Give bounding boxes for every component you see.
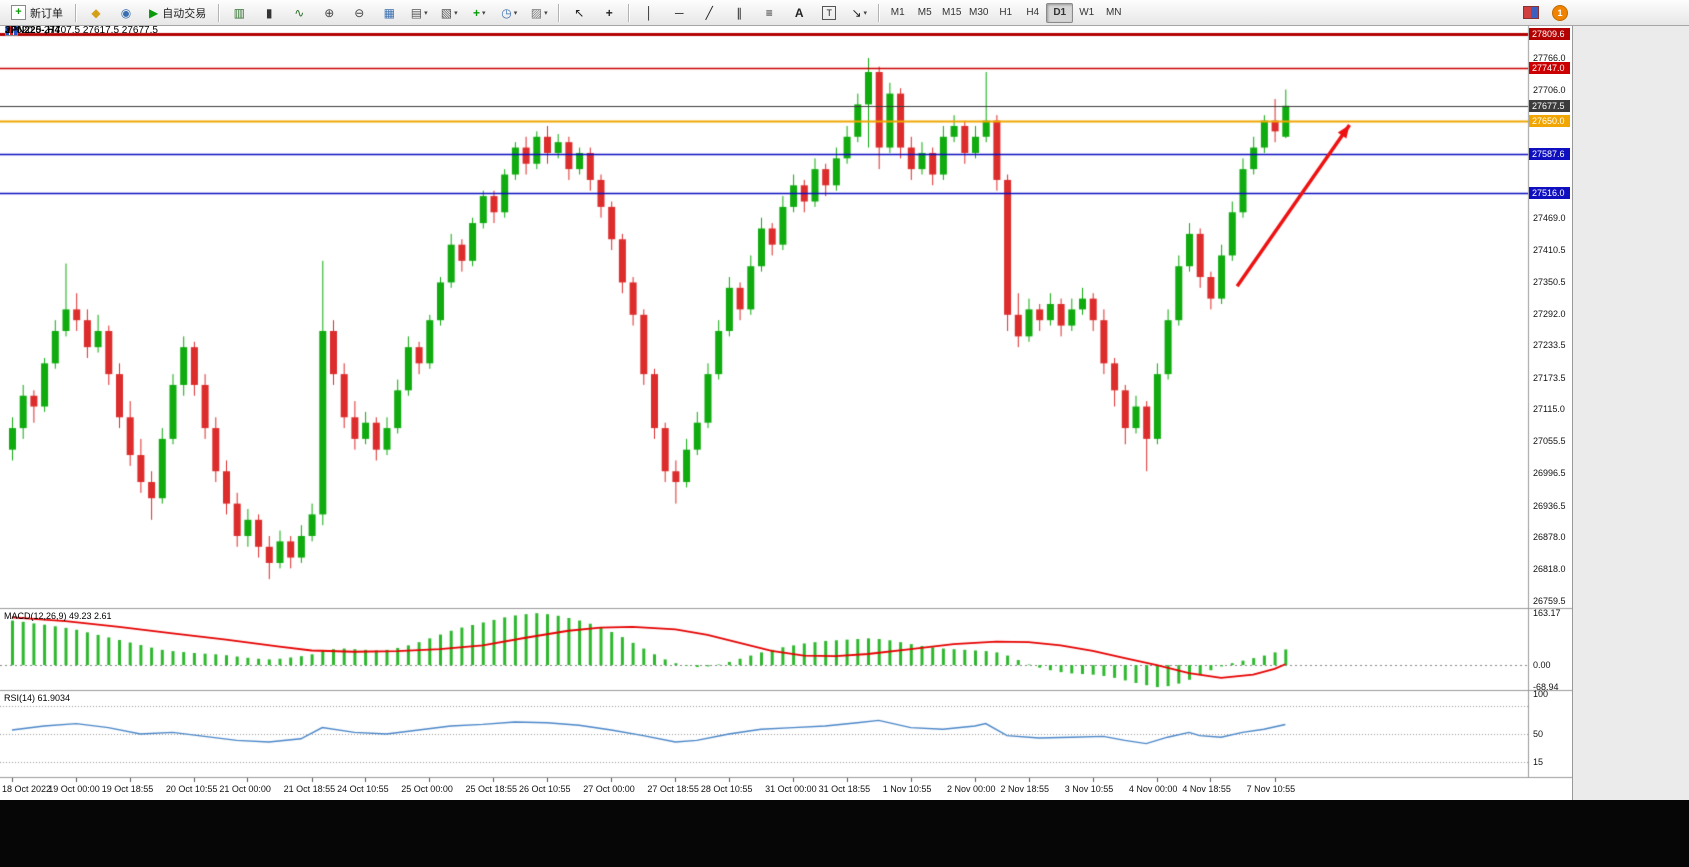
text-label-icon: T bbox=[822, 5, 837, 20]
zoom-out-icon: ⊖ bbox=[354, 5, 365, 20]
window-button[interactable] bbox=[1517, 2, 1545, 24]
arrows-tool-button[interactable]: ↘ ▾ bbox=[845, 2, 873, 24]
line-chart-icon: ∿ bbox=[294, 5, 305, 20]
autotrading-button[interactable]: ▶ 自动交易 bbox=[142, 2, 213, 24]
chevron-down-icon: ▾ bbox=[544, 9, 548, 17]
timeframe-m1-button[interactable]: M1 bbox=[890, 7, 905, 18]
cursor-tool-button[interactable]: ↖ bbox=[565, 2, 593, 24]
indicators-icon: + bbox=[472, 5, 480, 20]
toolbar-separator bbox=[75, 3, 77, 22]
bottom-bar bbox=[0, 800, 1689, 867]
main-toolbar: + 新订单 ◆ ◉ ▶ 自动交易 ▥ ▮ ∿ ⊕ ⊖ ▦ ▤ ▾ ▧ ▾ + ▾ ◷ ▾… bbox=[0, 0, 1689, 26]
autotrading-icon: ▶ bbox=[149, 5, 159, 20]
indicators-button[interactable]: + ▾ bbox=[465, 2, 493, 24]
candlestick-icon: ▮ bbox=[265, 5, 273, 20]
crosshair-tool-button[interactable]: + bbox=[595, 2, 623, 24]
price-chart-canvas[interactable] bbox=[0, 26, 1572, 800]
profiles-button[interactable]: ▧ ▾ bbox=[435, 2, 463, 24]
profiles-icon: ▧ bbox=[440, 5, 453, 20]
fibonacci-icon: ≡ bbox=[765, 5, 773, 20]
chevron-down-icon: ▾ bbox=[454, 9, 458, 17]
trendline-icon: ╱ bbox=[705, 5, 713, 20]
metaeditor-button[interactable]: ◆ bbox=[82, 2, 110, 24]
vertical-line-icon: │ bbox=[645, 5, 653, 20]
vertical-line-tool-button[interactable]: │ bbox=[635, 2, 663, 24]
chevron-down-icon: ▾ bbox=[513, 9, 518, 17]
new-chart-icon: ▤ bbox=[410, 5, 423, 20]
window-icon bbox=[1523, 6, 1539, 19]
crosshair-icon: + bbox=[605, 5, 613, 20]
tile-windows-button[interactable]: ▦ bbox=[375, 2, 403, 24]
toolbar-separator bbox=[628, 3, 631, 22]
text-icon: A bbox=[794, 5, 804, 20]
zoom-out-button[interactable]: ⊖ bbox=[345, 2, 373, 24]
templates-icon: ▨ bbox=[530, 5, 543, 20]
text-tool-button[interactable]: A bbox=[785, 2, 813, 24]
zoom-in-icon: ⊕ bbox=[324, 5, 335, 20]
timeframe-m15-button[interactable]: M15 bbox=[942, 7, 962, 18]
timeframe-mn-button[interactable]: MN bbox=[1105, 7, 1122, 18]
metaeditor-icon: ◆ bbox=[91, 5, 101, 20]
notification-badge[interactable]: 1 bbox=[1552, 4, 1568, 21]
timeframe-w1-button[interactable]: W1 bbox=[1079, 7, 1095, 18]
candlestick-chart-button[interactable]: ▮ bbox=[255, 2, 283, 24]
clock-icon: ◷ bbox=[501, 5, 512, 20]
templates-button[interactable]: ▨ ▾ bbox=[525, 2, 553, 24]
tile-windows-icon: ▦ bbox=[383, 5, 395, 20]
toolbar-separator bbox=[558, 3, 561, 22]
zoom-in-button[interactable]: ⊕ bbox=[315, 2, 343, 24]
timeframe-h1-button[interactable]: H1 bbox=[999, 7, 1013, 18]
new-chart-button[interactable]: ▤ ▾ bbox=[405, 2, 433, 24]
workspace-background bbox=[1572, 26, 1689, 800]
new-order-icon: + bbox=[11, 5, 26, 20]
horizontal-line-icon: ─ bbox=[674, 5, 684, 20]
market-depth-icon: ◉ bbox=[120, 5, 132, 20]
horizontal-line-tool-button[interactable]: ─ bbox=[665, 2, 693, 24]
timeframe-m30-button[interactable]: M30 bbox=[969, 7, 989, 18]
new-order-button[interactable]: + 新订单 bbox=[4, 2, 70, 24]
bar-chart-button[interactable]: ▥ bbox=[225, 2, 253, 24]
equidistant-channel-icon: ∥ bbox=[736, 5, 743, 20]
cursor-icon: ↖ bbox=[574, 5, 585, 20]
timeframe-h4-button[interactable]: H4 bbox=[1026, 7, 1040, 18]
toolbar-separator bbox=[878, 3, 881, 22]
timeframe-d1-button[interactable]: D1 bbox=[1046, 2, 1074, 23]
line-chart-button[interactable]: ∿ bbox=[285, 2, 313, 24]
chevron-down-icon: ▾ bbox=[481, 9, 486, 17]
chevron-down-icon: ▾ bbox=[424, 9, 428, 17]
periods-button[interactable]: ◷ ▾ bbox=[495, 2, 523, 24]
new-order-label: 新订单 bbox=[30, 7, 63, 20]
toolbar-separator bbox=[218, 3, 221, 22]
market-depth-button[interactable]: ◉ bbox=[112, 2, 140, 24]
text-label-tool-button[interactable]: T bbox=[815, 2, 843, 24]
chart-window: ▼ JPN225-,H4 27620.0 27707.5 27617.5 276… bbox=[0, 24, 1572, 800]
bar-chart-icon: ▥ bbox=[233, 5, 245, 20]
fibonacci-tool-button[interactable]: ≡ bbox=[755, 2, 783, 24]
channel-tool-button[interactable]: ∥ bbox=[725, 2, 753, 24]
chevron-down-icon: ▾ bbox=[863, 9, 868, 17]
toolbar-right-group: 1 bbox=[1516, 2, 1568, 24]
autotrading-label: 自动交易 bbox=[162, 7, 207, 20]
timeframe-m5-button[interactable]: M5 bbox=[917, 7, 932, 18]
trendline-tool-button[interactable]: ╱ bbox=[695, 2, 723, 24]
arrow-object-icon: ↘ bbox=[851, 5, 862, 20]
